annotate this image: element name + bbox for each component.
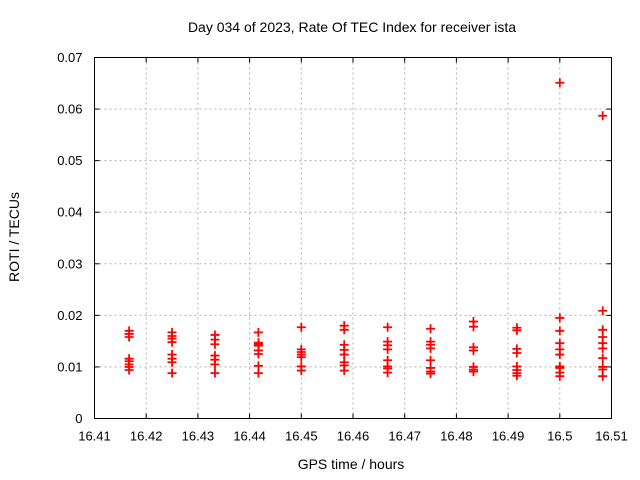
y-tick-label: 0 (75, 411, 82, 426)
x-tick-label: 16.5 (547, 429, 572, 444)
x-tick-label: 16.46 (337, 429, 370, 444)
data-point (339, 350, 349, 360)
data-point (426, 324, 436, 334)
data-point (426, 355, 436, 365)
y-tick-label: 0.07 (57, 50, 82, 65)
data-point (555, 313, 565, 323)
x-tick-label: 16.44 (233, 429, 266, 444)
x-tick-label: 16.43 (182, 429, 215, 444)
x-tick-label: 16.51 (595, 429, 628, 444)
data-point (339, 325, 349, 335)
x-tick-label: 16.47 (388, 429, 421, 444)
chart-title: Day 034 of 2023, Rate Of TEC Index for r… (187, 19, 517, 35)
data-point (296, 322, 306, 332)
x-tick-label: 16.48 (440, 429, 473, 444)
data-point (426, 343, 436, 353)
tick-marks (94, 57, 612, 419)
data-point (555, 78, 565, 88)
y-tick-label: 0.02 (57, 308, 82, 323)
x-tick-label: 16.41 (78, 429, 111, 444)
x-tick-label: 16.42 (130, 429, 163, 444)
y-tick-label: 0.04 (57, 205, 82, 220)
y-tick-label: 0.06 (57, 102, 82, 117)
x-tick-label: 16.49 (492, 429, 525, 444)
data-point (124, 332, 134, 342)
data-point (555, 371, 565, 381)
data-point (555, 350, 565, 360)
data-point (598, 111, 608, 121)
data-point (598, 306, 608, 316)
data-point (512, 348, 522, 358)
data-point (426, 369, 436, 379)
data-point (253, 349, 263, 359)
data-point (167, 357, 177, 367)
data-point (167, 337, 177, 347)
x-tick-labels: 16.41 16.42 16.43 16.44 16.45 16.46 16.47 16.48… (78, 429, 628, 444)
data-point (598, 371, 608, 381)
data-point (296, 366, 306, 376)
data-point (253, 368, 263, 378)
data-point (210, 368, 220, 378)
data-point (210, 359, 220, 369)
y-tick-label: 0.05 (57, 153, 82, 168)
data-point (296, 352, 306, 362)
data-point (598, 343, 608, 353)
y-tick-labels: 0 0.01 0.02 0.03 0.04 0.05 0.06 0.07 (57, 50, 82, 426)
x-axis-label: GPS time / hours (297, 456, 405, 472)
x-tick-label: 16.45 (285, 429, 318, 444)
data-point (468, 367, 478, 377)
data-point (253, 327, 263, 337)
data-point (210, 339, 220, 349)
data-point (383, 322, 393, 332)
data-point (383, 368, 393, 378)
data-point (468, 322, 478, 332)
data-point (598, 353, 608, 363)
data-points (124, 78, 608, 381)
data-point (468, 345, 478, 355)
data-point (555, 326, 565, 336)
data-point (512, 371, 522, 381)
data-point (383, 344, 393, 354)
data-point (167, 368, 177, 378)
data-point (339, 366, 349, 376)
data-point (124, 365, 134, 375)
y-tick-label: 0.03 (57, 256, 82, 271)
y-tick-label: 0.01 (57, 359, 82, 374)
data-point (512, 325, 522, 335)
